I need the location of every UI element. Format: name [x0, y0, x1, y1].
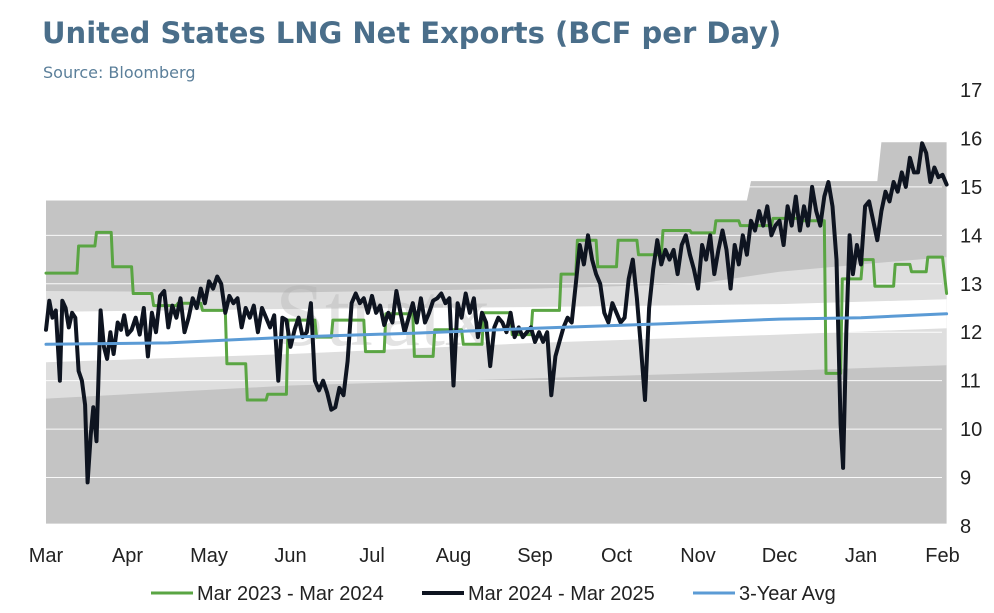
series-line-3-year-avg: [44, 312, 949, 346]
y-tick-label: 11: [960, 371, 981, 393]
series-lines: [44, 141, 949, 485]
legend-label: Mar 2023 - Mar 2024: [197, 583, 384, 605]
chart-subtitle: Source: Bloomberg: [43, 63, 196, 82]
x-tick-label: Oct: [601, 545, 633, 567]
series-line-mar-2024-mar-2025: [44, 141, 949, 485]
legend-label: Mar 2024 - Mar 2025: [468, 583, 655, 605]
x-axis-ticks: Mar Apr May Jun Jul Aug Sep Oct Nov Dec Jan Feb: [29, 545, 960, 567]
y-tick-label: 16: [960, 128, 982, 150]
x-tick-label: May: [190, 545, 228, 567]
x-tick-label: Nov: [680, 545, 716, 567]
x-tick-label: Dec: [762, 545, 798, 567]
x-tick-label: Jun: [274, 545, 306, 567]
x-tick-label: Apr: [112, 545, 143, 567]
y-tick-label: 17: [960, 80, 982, 102]
y-tick-label: 14: [960, 225, 982, 247]
x-tick-label: Mar: [29, 545, 64, 567]
x-tick-label: Aug: [436, 545, 472, 567]
x-tick-label: Jul: [359, 545, 385, 567]
y-axis-ticks: 8 9 10 11 12 13 14 15 16 17: [960, 80, 982, 538]
y-tick-label: 8: [960, 516, 971, 538]
legend: Mar 2023 - Mar 2024 Mar 2024 - Mar 2025 3-…: [151, 583, 836, 605]
y-tick-label: 9: [960, 468, 971, 490]
y-tick-label: 15: [960, 177, 982, 199]
x-tick-label: Jan: [845, 545, 877, 567]
y-tick-label: 13: [960, 274, 982, 296]
chart-title: United States LNG Net Exports (BCF per D…: [42, 16, 782, 50]
legend-label: 3-Year Avg: [739, 583, 836, 605]
y-tick-label: 12: [960, 322, 982, 344]
x-tick-label: Feb: [925, 545, 959, 567]
y-tick-label: 10: [960, 419, 982, 441]
x-tick-label: Sep: [517, 545, 553, 567]
